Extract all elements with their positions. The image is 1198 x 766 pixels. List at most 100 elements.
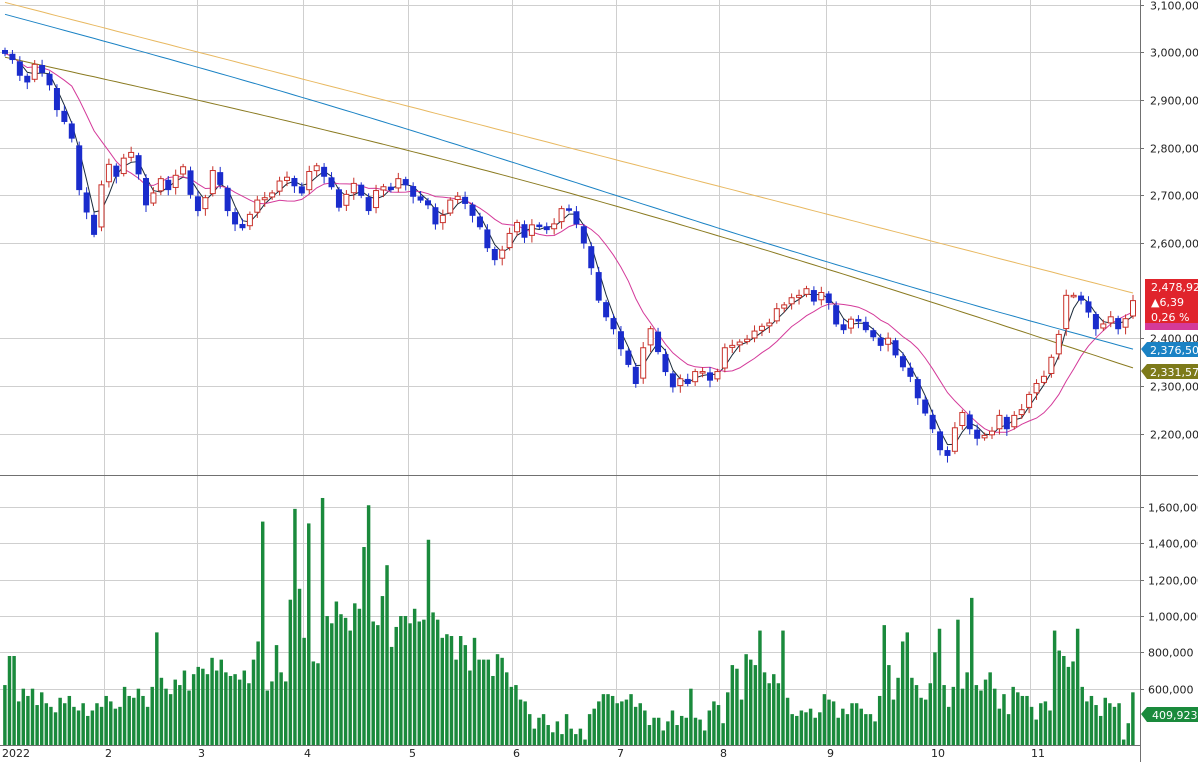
volume-bar[interactable] [3,685,7,745]
volume-bar[interactable] [1075,628,1080,745]
volume-bar[interactable] [808,708,813,745]
volume-bar[interactable] [606,694,610,745]
volume-bar[interactable] [937,628,942,745]
candle-body[interactable] [603,302,610,318]
volume-bar[interactable] [463,645,468,745]
volume-bar[interactable] [35,705,39,745]
volume-bar[interactable] [551,732,555,745]
volume-bar[interactable] [155,632,159,745]
volume-bar[interactable] [205,674,210,745]
volume-bar[interactable] [325,616,329,745]
volume-bar[interactable] [458,636,463,745]
candle-body[interactable] [885,337,892,345]
volume-bar[interactable] [219,659,224,745]
volume-bar[interactable] [1057,650,1061,745]
candle-body[interactable] [276,180,283,192]
candle-body[interactable] [803,288,810,295]
volume-bar[interactable] [560,734,564,745]
volume-bar[interactable] [389,646,394,745]
volume-bar[interactable] [629,694,633,745]
volume-bar[interactable] [804,712,808,745]
volume-bar[interactable] [882,625,886,745]
volume-bar[interactable] [224,672,228,745]
candle-body[interactable] [454,195,461,201]
candle-body[interactable] [1018,409,1025,416]
volume-bar[interactable] [201,668,205,745]
candle-body[interactable] [981,434,988,439]
volume-bar[interactable] [749,659,753,745]
volume-bar[interactable] [454,659,458,745]
candle-body[interactable] [996,414,1003,430]
volume-bar[interactable] [569,728,573,745]
volume-bar[interactable] [610,695,615,745]
candle-body[interactable] [61,110,68,122]
candle-body[interactable] [610,318,617,330]
volume-bar[interactable] [1080,686,1084,745]
volume-bar[interactable] [426,539,431,745]
volume-bar[interactable] [712,701,716,745]
candle-body[interactable] [781,304,788,309]
volume-bar[interactable] [951,686,956,745]
candle-body[interactable] [944,450,951,456]
candle-body[interactable] [617,331,624,350]
candle-body[interactable] [514,221,521,233]
volume-bar[interactable] [1025,695,1029,745]
candle-body[interactable] [180,166,187,175]
candle-body[interactable] [870,330,877,338]
volume-bar[interactable] [960,688,965,745]
volume-bar[interactable] [1006,714,1011,745]
volume-bar[interactable] [145,706,150,745]
candle-body[interactable] [573,211,580,225]
candle-body[interactable] [269,192,276,198]
volume-bar[interactable] [592,708,596,745]
volume-bar[interactable] [1126,723,1131,745]
volume-bar[interactable] [132,697,136,745]
volume-bar[interactable] [914,685,919,745]
volume-bar[interactable] [136,688,141,745]
candle-body[interactable] [261,197,268,201]
volume-bar[interactable] [408,623,412,745]
volume-bar[interactable] [371,621,375,745]
volume-bar[interactable] [583,739,587,745]
candle-body[interactable] [966,414,973,430]
candle-body[interactable] [387,186,394,191]
volume-bar[interactable] [150,686,154,745]
volume-bar[interactable] [44,703,49,745]
candle-body[interactable] [343,193,350,206]
volume-bar[interactable] [376,625,380,745]
volume-bar[interactable] [1048,710,1052,745]
volume-bar[interactable] [270,681,274,745]
candle-body[interactable] [328,177,335,188]
volume-bar[interactable] [689,688,693,745]
candle-body[interactable] [39,65,46,73]
candle-body[interactable] [157,178,164,192]
volume-bar[interactable] [334,601,339,745]
candle-body[interactable] [632,366,639,384]
volume-bar[interactable] [822,694,827,745]
candle-body[interactable] [825,293,832,304]
candle-body[interactable] [699,371,706,374]
volume-bar[interactable] [237,679,242,745]
volume-bar[interactable] [735,668,739,745]
candle-body[interactable] [91,214,98,235]
volume-bar[interactable] [265,690,270,745]
volume-bar[interactable] [49,706,53,745]
volume-bar[interactable] [601,694,606,745]
volume-bar[interactable] [16,701,21,745]
volume-bar[interactable] [666,721,670,745]
candle-body[interactable] [224,187,231,212]
volume-bar[interactable] [472,637,477,745]
candle-body[interactable] [714,371,721,380]
volume-bar[interactable] [910,677,914,745]
volume-bar[interactable] [587,714,592,745]
candle-body[interactable] [1026,393,1033,408]
candle-body[interactable] [1040,375,1047,383]
candle-body[interactable] [432,207,439,225]
candle-body[interactable] [484,229,491,249]
candle-body[interactable] [744,338,751,343]
volume-bar[interactable] [477,659,481,745]
volume-bar[interactable] [468,670,472,745]
candle-body[interactable] [46,73,53,86]
volume-bar[interactable] [1103,697,1107,745]
